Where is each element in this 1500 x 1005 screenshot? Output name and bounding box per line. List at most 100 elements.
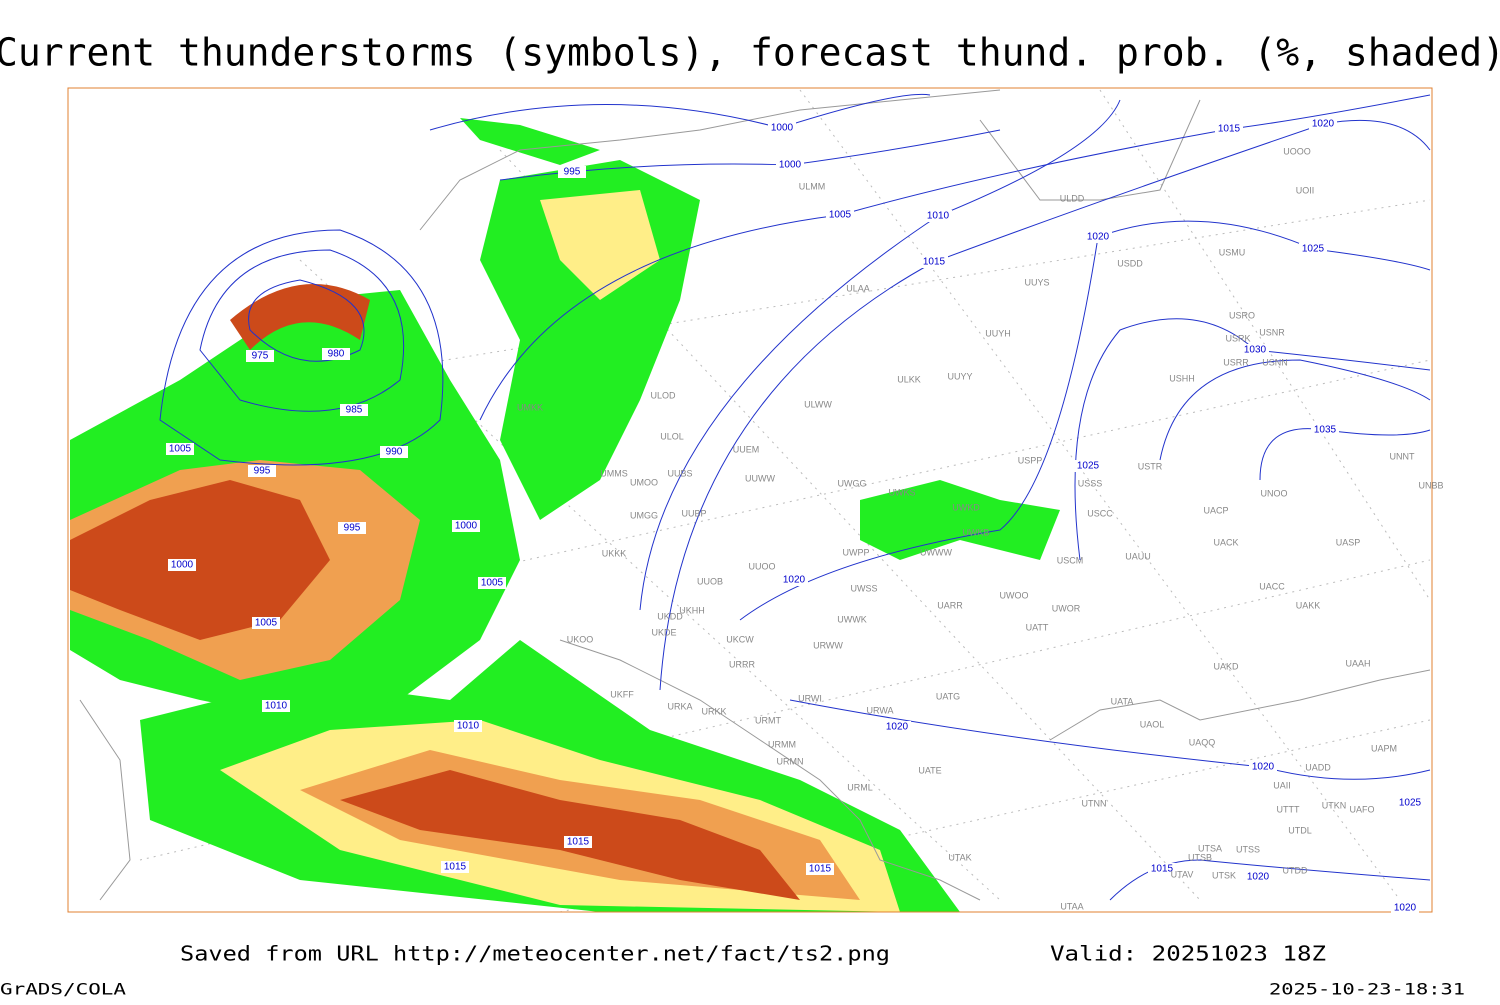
station-label: URRR	[729, 659, 755, 669]
station-label: UACK	[1213, 537, 1238, 547]
station-label: UTSA	[1198, 843, 1222, 853]
station-label: UKKK	[602, 548, 627, 558]
isobar-label: 1020	[1252, 762, 1275, 773]
station-label: ULOD	[650, 390, 676, 400]
station-label: UTDD	[1283, 865, 1308, 875]
isobar-label: 1020	[783, 575, 806, 586]
isobar-label-bg	[1148, 863, 1176, 875]
station-label: UAAH	[1345, 658, 1370, 668]
isobar-label: 1000	[779, 160, 802, 171]
station-label: UMMS	[600, 468, 628, 478]
station-label: UMGG	[630, 510, 658, 520]
isobar-label-bg	[338, 522, 366, 534]
isobar-label-bg	[1249, 761, 1277, 773]
station-label: UUOO	[749, 561, 776, 571]
station-label: UNOO	[1261, 488, 1288, 498]
station-label: UTAA	[1060, 901, 1083, 911]
isobar-label: 1025	[1302, 244, 1325, 255]
station-label: UWSS	[851, 583, 878, 593]
station-label: UUWW	[745, 473, 775, 483]
credit: GrADS/COLA	[0, 980, 126, 999]
station-label: UWOR	[1052, 603, 1081, 613]
isobar-label-bg	[1311, 424, 1339, 436]
station-label: UTTT	[1277, 804, 1300, 814]
isobar-label: 1030	[1244, 345, 1267, 356]
isobar-label-bg	[920, 256, 948, 268]
isobar-label-bg	[883, 721, 911, 733]
isobar-label: 1000	[171, 560, 194, 571]
isobar-label-bg	[1215, 123, 1243, 135]
station-label: UOII	[1296, 185, 1315, 195]
map-area: 1000 1000 995 1005 1010 1015 1020 1020 1015 1025 9…	[67, 87, 1444, 914]
station-label: UWPP	[843, 547, 870, 557]
valid-time: Valid: 20251023 18Z	[1050, 942, 1326, 966]
isobar-label-bg	[252, 617, 280, 629]
station-label: USRK	[1225, 333, 1250, 343]
station-label: UACC	[1259, 581, 1285, 591]
station-label: UAPM	[1371, 743, 1397, 753]
isobar-label: 1020	[1394, 903, 1417, 914]
station-label: UTSS	[1236, 844, 1260, 854]
station-label: ULMM	[799, 181, 826, 191]
station-label: ULDD	[1060, 193, 1085, 203]
isobar-label-bg	[780, 574, 808, 586]
isobar-label: 1015	[1151, 864, 1174, 875]
isobar-label-bg	[262, 700, 290, 712]
station-label: UKDD	[657, 611, 683, 621]
station-label: UWKB	[963, 527, 990, 537]
isobar-label-bg	[1391, 902, 1419, 914]
isobar-label-bg	[1309, 118, 1337, 130]
isobar-label: 1015	[444, 862, 467, 873]
station-label: UNNT	[1390, 451, 1415, 461]
isobar-label-bg	[166, 443, 194, 455]
station-label: URKA	[667, 701, 692, 711]
station-label: USRO	[1229, 310, 1255, 320]
station-label: URMN	[777, 756, 804, 766]
isobar-label-bg	[1299, 243, 1327, 255]
station-label: UKCW	[726, 634, 754, 644]
isobar-label: 1000	[771, 123, 794, 134]
station-label: UAKK	[1296, 600, 1321, 610]
isobar-label-bg	[246, 350, 274, 362]
station-label: USCM	[1057, 555, 1084, 565]
source-url: Saved from URL http://meteocenter.net/fa…	[180, 942, 890, 966]
station-label: USNR	[1259, 327, 1285, 337]
station-label: USPP	[1018, 455, 1043, 465]
isobar-label: 1015	[923, 257, 946, 268]
station-label: URMT	[755, 715, 781, 725]
station-label: UWKD	[952, 502, 980, 512]
isobar-label: 1020	[886, 722, 909, 733]
station-labels: ULMM ULDD UOOO UOII USMU USDD ULAA UUYS USRO USRK…	[517, 146, 1444, 911]
isobar-label-bg	[1244, 871, 1272, 883]
title: Current thunderstorms (symbols), forecas…	[0, 31, 1500, 75]
station-label: UMKK	[517, 402, 543, 412]
isobar-label: 980	[328, 349, 345, 360]
isobar-label: 1020	[1312, 119, 1335, 130]
isobar-label-bg	[564, 836, 592, 848]
isobar-label-bg	[1074, 460, 1102, 472]
station-label: UTSB	[1188, 852, 1212, 862]
isobar-label: 1015	[809, 864, 832, 875]
isobar-label: 1000	[455, 521, 478, 532]
station-label: URWW	[813, 640, 843, 650]
isobar-label: 1005	[481, 578, 504, 589]
isobar-label: 1015	[1218, 124, 1241, 135]
isobar-label-bg	[340, 404, 368, 416]
isobar-label-bg	[806, 863, 834, 875]
isobar-label: 1010	[265, 701, 288, 712]
isobar-label-bg	[454, 720, 482, 732]
station-label: UUBS	[667, 468, 692, 478]
station-label: USRR	[1223, 357, 1249, 367]
station-label: UUEM	[733, 444, 760, 454]
station-label: URKK	[701, 706, 726, 716]
isobar-label-bg	[1396, 797, 1424, 809]
isobar-label-bg	[558, 166, 586, 178]
station-label: UAQQ	[1189, 737, 1216, 747]
station-label: UAII	[1273, 780, 1291, 790]
station-label: UTAV	[1171, 869, 1194, 879]
station-label: UWWK	[837, 614, 867, 624]
isobar-label-bg	[322, 348, 350, 360]
isobar-label-bg	[248, 465, 276, 477]
isobar-labels: 1000 1000 995 1005 1010 1015 1020 1020 1015 1025 9…	[166, 118, 1424, 914]
